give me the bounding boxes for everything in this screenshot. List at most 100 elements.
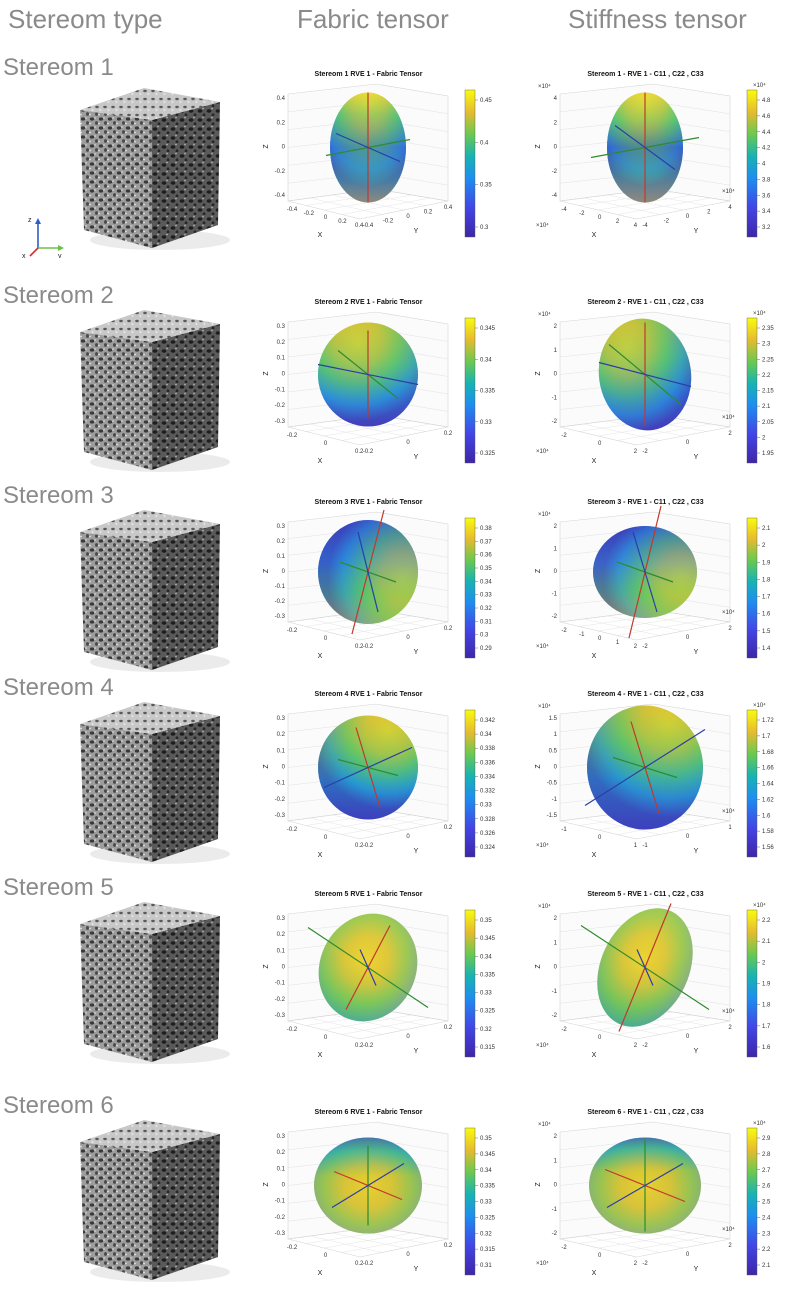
y-tick-label: 0 bbox=[686, 440, 690, 446]
colorbar-tick-label: 2.4 bbox=[762, 1215, 771, 1221]
y-axis-label: Y bbox=[414, 1048, 419, 1055]
x-tick-label: 0.2 bbox=[355, 1043, 364, 1049]
z-tick-label: -2 bbox=[552, 1013, 558, 1019]
colorbar-tick-label: 0.338 bbox=[480, 746, 496, 752]
y-tick-label: -2 bbox=[642, 1261, 648, 1267]
colorbar-tick-label: 1.7 bbox=[762, 595, 771, 601]
y-tick-label: 2 bbox=[728, 1243, 732, 1249]
z-tick-label: 0.4 bbox=[277, 96, 286, 102]
y-tick-label: 1 bbox=[728, 825, 732, 831]
z-tick-label: -0.1 bbox=[275, 1199, 286, 1205]
x-tick-label: -1 bbox=[561, 827, 567, 833]
colorbar-tick-label: 0.33 bbox=[480, 1200, 492, 1206]
colorbar-tick-label: 2.8 bbox=[762, 1152, 771, 1158]
z-axis-label: Z bbox=[263, 568, 270, 573]
z-tick-label: -0.3 bbox=[275, 614, 286, 620]
colorbar bbox=[464, 317, 476, 464]
x-tick-label: -2 bbox=[561, 1245, 567, 1251]
colorbar-tick-label: 0.315 bbox=[480, 1247, 496, 1253]
plot-title: Stereom 2 RVE 1 - Fabric Tensor bbox=[315, 299, 423, 306]
x-axis-label: X bbox=[592, 1052, 597, 1059]
x-axis-label: X bbox=[592, 852, 597, 859]
x-tick-label: 0.2 bbox=[355, 1261, 364, 1267]
x-axis-multiplier: ×10⁴ bbox=[536, 448, 549, 455]
colorbar-tick-label: 0.31 bbox=[480, 1263, 492, 1269]
colorbar-tick-label: 2.2 bbox=[762, 918, 771, 924]
z-axis-label: Z bbox=[263, 1182, 270, 1187]
colorbar-tick-label: 1.6 bbox=[762, 612, 771, 618]
colorbar-tick-label: 3.6 bbox=[762, 193, 771, 199]
y-axis-label: Y bbox=[694, 649, 699, 656]
stereom-cube-image bbox=[80, 310, 230, 472]
row-label-stereom-5: Stereom 5 bbox=[3, 874, 114, 901]
z-tick-label: 0 bbox=[282, 1183, 286, 1189]
x-tick-label: 0 bbox=[324, 636, 328, 642]
z-tick-label: 2 bbox=[554, 524, 558, 530]
z-tick-label: -0.3 bbox=[275, 1013, 286, 1019]
y-tick-label: 0.2 bbox=[424, 210, 433, 216]
x-axis-multiplier: ×10⁴ bbox=[536, 1042, 549, 1049]
z-tick-label: 0 bbox=[554, 1183, 558, 1189]
x-axis-label: X bbox=[318, 1052, 323, 1059]
colorbar-tick-label: 1.6 bbox=[762, 1045, 771, 1051]
y-axis-multiplier: ×10⁴ bbox=[722, 188, 735, 195]
y-axis-label: Y bbox=[414, 848, 419, 855]
y-tick-label: 0.2 bbox=[444, 1243, 453, 1249]
x-axis-arrow bbox=[29, 247, 39, 257]
colorbar-tick-label: 2.25 bbox=[762, 357, 774, 363]
colorbar-tick-label: 0.33 bbox=[480, 991, 492, 997]
colorbar-tick-label: 0.328 bbox=[480, 817, 496, 823]
principal-axis-blue bbox=[606, 1162, 684, 1209]
axes-icon-y-label: y bbox=[58, 253, 62, 258]
y-tick-label: 0.2 bbox=[444, 431, 453, 437]
colorbar-tick-label: 4.6 bbox=[762, 114, 771, 120]
colorbar-tick-label: 2.1 bbox=[762, 404, 771, 410]
plot-title: Stereom 6 - RVE 1 - C11 , C22 , C33 bbox=[587, 1109, 703, 1116]
z-tick-label: 0.2 bbox=[277, 539, 286, 545]
x-tick-label: 4 bbox=[634, 223, 638, 229]
z-tick-label: -0.2 bbox=[275, 599, 286, 605]
z-tick-label: 0 bbox=[554, 569, 558, 575]
x-tick-label: -0.2 bbox=[287, 628, 298, 634]
colorbar bbox=[464, 89, 476, 238]
z-tick-label: 0.3 bbox=[277, 524, 286, 530]
stiffness-tensor-plot: Stereom 3 - RVE 1 - C11 , C22 , C33 2 1 0 -1… bbox=[535, 499, 771, 660]
stiffness-tensor-plot: Stereom 4 - RVE 1 - C11 , C22 , C33 1.5 1 0… bbox=[535, 691, 774, 859]
z-tick-label: -2 bbox=[552, 419, 558, 425]
z-tick-label: 0.2 bbox=[277, 120, 286, 126]
x-tick-label: -2 bbox=[561, 1027, 567, 1033]
z-tick-label: 1 bbox=[554, 1158, 558, 1164]
colorbar-tick-label: 0.32 bbox=[480, 1231, 492, 1237]
x-tick-label: 0.4 bbox=[355, 223, 364, 229]
x-axis-multiplier: ×10⁴ bbox=[536, 222, 549, 229]
row-label-stereom-6: Stereom 6 bbox=[3, 1092, 114, 1119]
x-tick-label: 2 bbox=[634, 644, 638, 650]
colorbar-tick-label: 0.33 bbox=[480, 420, 492, 426]
z-tick-label: 1 bbox=[554, 348, 558, 354]
colorbar bbox=[746, 89, 758, 238]
z-tick-label: 0.2 bbox=[277, 1150, 286, 1156]
y-tick-label: -2 bbox=[642, 449, 648, 455]
colorbar-tick-label: 0.35 bbox=[480, 183, 492, 189]
x-tick-label: 0.2 bbox=[355, 449, 364, 455]
z-tick-label: -0.5 bbox=[547, 781, 558, 787]
y-tick-label: 0 bbox=[406, 834, 410, 840]
colorbar bbox=[464, 1127, 476, 1276]
header-fabric-tensor: Fabric tensor bbox=[297, 4, 449, 34]
x-tick-label: -2 bbox=[561, 628, 567, 634]
x-tick-label: -2 bbox=[561, 433, 567, 439]
row-label-stereom-3: Stereom 3 bbox=[3, 482, 114, 509]
z-tick-label: 0.1 bbox=[277, 554, 286, 560]
colorbar-tick-label: 2.1 bbox=[762, 1263, 771, 1269]
colorbar-tick-label: 1.62 bbox=[762, 797, 774, 803]
z-tick-label: -0.2 bbox=[275, 797, 286, 803]
z-tick-label: 0 bbox=[554, 372, 558, 378]
y-axis-multiplier: ×10⁴ bbox=[722, 414, 735, 421]
colorbar-tick-label: 1.6 bbox=[762, 813, 771, 819]
y-axis-label: Y bbox=[414, 649, 419, 656]
z-tick-label: -0.4 bbox=[275, 193, 286, 199]
y-axis-label: Y bbox=[414, 1266, 419, 1273]
coordinate-axes-icon: z y x bbox=[22, 217, 64, 258]
colorbar-tick-label: 4.2 bbox=[762, 146, 771, 152]
z-tick-label: 0.3 bbox=[277, 1134, 286, 1140]
